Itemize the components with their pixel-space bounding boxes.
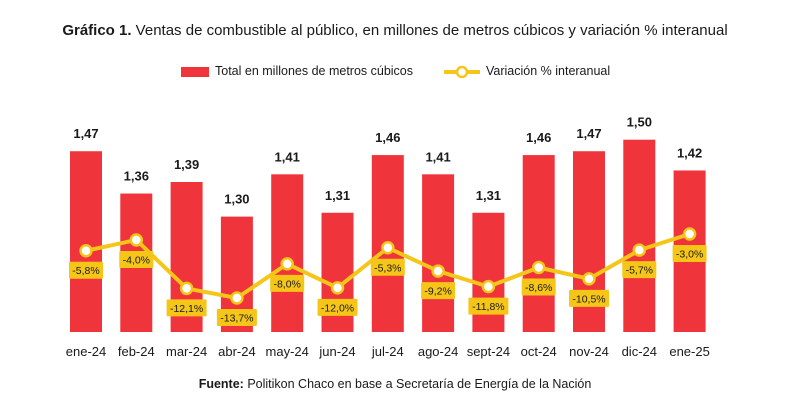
x-tick-label: oct-24 (521, 344, 557, 359)
legend-line-label: Variación % interanual (486, 64, 611, 78)
variation-point (330, 281, 345, 295)
x-tick-label: ago-24 (418, 344, 458, 359)
variation-label: -10,5% (572, 293, 605, 305)
variation-point (682, 227, 697, 241)
chart-title-text: Ventas de combustible al público, en mil… (131, 22, 728, 39)
bar-value-label: 1,41 (425, 149, 450, 164)
variation-label-box (216, 309, 257, 326)
variation-label: -4,0% (123, 254, 150, 266)
variation-label: -9,2% (424, 286, 451, 298)
x-tick-label: abr-24 (218, 344, 256, 359)
variation-label-box (370, 258, 405, 276)
variation-label: -13,7% (220, 313, 253, 325)
x-tick-label: jun-24 (318, 344, 355, 359)
variation-label: -5,3% (374, 262, 401, 274)
variation-label-box (270, 274, 305, 292)
variation-label-box (69, 261, 103, 279)
legend-bar-swatch (181, 67, 209, 77)
variation-point (381, 241, 395, 255)
variation-point (431, 264, 445, 278)
bar-value-label: 1,46 (526, 130, 551, 145)
source-bold: Fuente: (198, 377, 244, 391)
source-text: Politikon Chaco en base a Secretaría de … (243, 377, 592, 391)
x-tick-label: may-24 (266, 344, 309, 359)
variation-label: -5,8% (72, 265, 99, 277)
variation-label-box (672, 245, 707, 262)
variation-label-box (119, 250, 154, 268)
x-tick-label: ene-24 (66, 344, 106, 359)
bar-ene-24 (70, 151, 102, 332)
bar-value-label: 1,36 (124, 169, 149, 184)
variation-label: -11,8% (472, 301, 505, 313)
bar-may-24 (271, 174, 304, 332)
bar-oct-24 (522, 155, 555, 332)
bar-value-label: 1,42 (677, 145, 702, 160)
variation-label-box (569, 289, 609, 307)
variation-point (531, 260, 546, 275)
chart-title-bold: Gráfico 1. (62, 22, 132, 39)
bar-value-label: 1,50 (627, 115, 652, 130)
legend-line-swatch (444, 65, 480, 79)
x-tick-label: dic-24 (622, 344, 657, 359)
x-tick-label: ene-25 (669, 344, 709, 359)
variation-point (582, 272, 596, 286)
variation-point (79, 243, 93, 258)
x-tick-label: nov-24 (569, 344, 609, 359)
variation-point (179, 281, 194, 296)
chart-title: Gráfico 1. Ventas de combustible al públ… (0, 22, 790, 39)
variation-point (632, 243, 647, 257)
variation-label-box (166, 299, 207, 317)
legend-bar-label: Total en millones de metros cúbicos (215, 64, 414, 78)
variation-label: -8,0% (273, 278, 300, 290)
bar-value-label: 1,39 (174, 157, 199, 172)
bar-value-label: 1,47 (73, 126, 98, 141)
variation-point (481, 279, 496, 294)
bar-value-label: 1,30 (224, 192, 249, 207)
x-tick-label: sept-24 (467, 344, 510, 359)
bar-ago-24 (422, 174, 455, 332)
bar-value-label: 1,41 (275, 149, 300, 164)
bar-value-label: 1,46 (375, 130, 400, 145)
bar-value-label: 1,47 (576, 126, 601, 141)
variation-label-box (317, 298, 358, 316)
variation-label-box (421, 282, 456, 300)
x-tick-label: feb-24 (118, 344, 155, 359)
variation-label: -3,0% (676, 249, 703, 261)
variation-label-box (622, 261, 657, 279)
variation-point (230, 291, 244, 305)
bar-value-label: 1,31 (325, 188, 350, 203)
variation-label: -5,7% (626, 265, 653, 277)
variation-label: -8,6% (525, 282, 552, 294)
variation-label-box (521, 278, 556, 296)
x-tick-label: mar-24 (166, 344, 207, 359)
variation-point (129, 233, 144, 247)
variation-label-box (468, 297, 509, 315)
bar-value-label: 1,31 (476, 188, 501, 203)
variation-label: -12,1% (170, 303, 203, 315)
x-tick-label: jul-24 (371, 344, 404, 359)
variation-point (280, 257, 294, 271)
variation-label: -12,0% (321, 302, 354, 314)
chart-source: Fuente: Politikon Chaco en base a Secret… (0, 377, 790, 391)
bar-dic-24 (623, 139, 656, 332)
